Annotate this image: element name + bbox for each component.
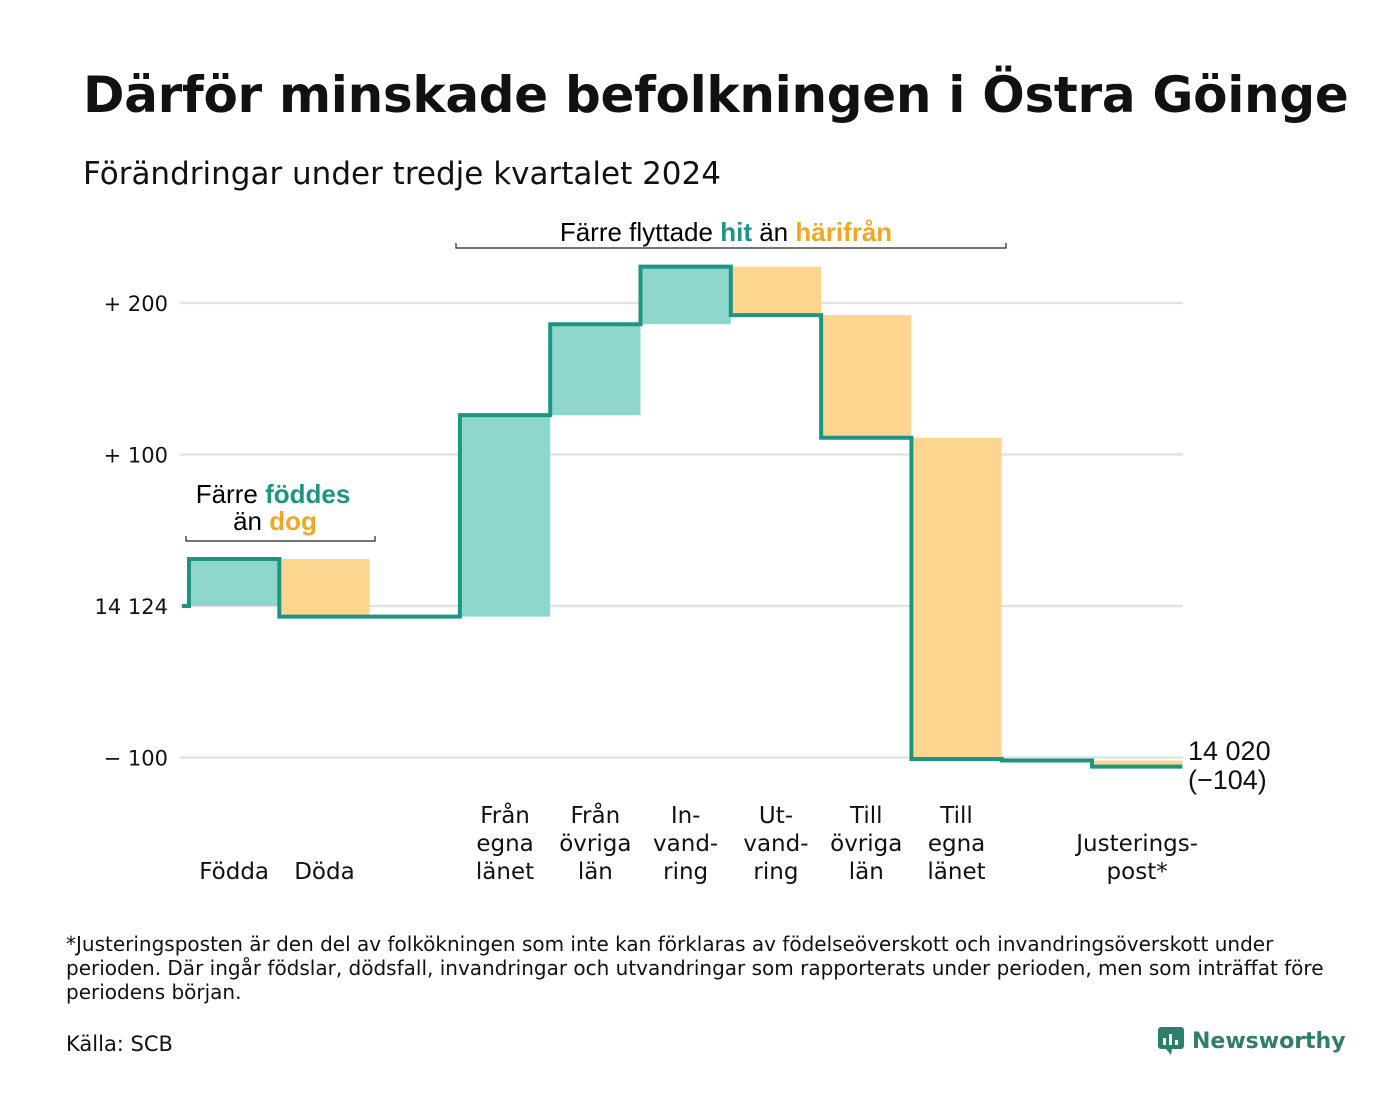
- svg-text:Färre föddes: Färre föddes: [196, 479, 351, 509]
- step-line: [182, 264, 1183, 769]
- waterfall-bar: [550, 324, 641, 416]
- annotation-highlight-born: föddes: [265, 479, 350, 509]
- migration-annotation: Färre flyttade hit än härifrån: [455, 217, 1007, 249]
- category-label: länet: [476, 859, 534, 885]
- category-label: län: [578, 859, 613, 885]
- category-label: egna: [476, 831, 533, 857]
- annotation-highlight-died: dog: [269, 506, 317, 536]
- category-labels: Födda DödaFrånegnalänetFrånövrigalänIn-va…: [199, 801, 1198, 885]
- annotation-prefix: Färre: [196, 479, 258, 509]
- waterfall-bar: [640, 266, 731, 325]
- waterfall-bar: [821, 315, 912, 438]
- category-label: Födda: [199, 859, 269, 885]
- y-tick-label: + 200: [104, 292, 168, 316]
- category-label: vand-: [743, 831, 808, 857]
- category-label: ring: [663, 859, 708, 885]
- waterfall-bar: [911, 437, 1002, 760]
- category-label: Justerings-: [1074, 831, 1198, 857]
- annotation-bracket: [455, 243, 1007, 249]
- end-change-label: (−104): [1188, 765, 1267, 795]
- category-label: ring: [753, 859, 798, 885]
- gridlines: [180, 301, 1183, 759]
- waterfall-bars: [189, 266, 1183, 767]
- svg-text:Färre flyttade hit: Färre flyttade hit än härifrån: [560, 217, 892, 247]
- y-axis-ticks: + 200 + 100 14 124 − 100: [95, 292, 168, 771]
- annotation-bracket: [185, 536, 376, 542]
- annotation-middle: än: [759, 217, 788, 247]
- waterfall-bar: [189, 559, 280, 606]
- category-label: övriga: [830, 831, 902, 857]
- source-label: Källa: SCB: [66, 1032, 173, 1056]
- y-tick-label: + 100: [104, 444, 168, 468]
- annotation-prefix: Färre flyttade: [560, 217, 713, 247]
- category-label: post*: [1107, 859, 1168, 885]
- annotation-middle: än: [233, 506, 262, 536]
- category-label: Ut-: [759, 803, 793, 829]
- category-label: övriga: [559, 831, 631, 857]
- category-label: Döda: [294, 859, 354, 885]
- category-label: Till: [849, 803, 883, 829]
- annotation-highlight-in: hit: [720, 217, 752, 247]
- end-value-label: 14 020: [1188, 736, 1271, 766]
- category-label: länet: [927, 859, 985, 885]
- waterfall-bar: [279, 559, 370, 617]
- y-tick-label: − 100: [104, 747, 168, 771]
- category-label: egna: [928, 831, 985, 857]
- category-label: Till: [939, 803, 973, 829]
- annotation-highlight-out: härifrån: [795, 217, 892, 247]
- category-label: Från: [480, 801, 530, 829]
- births-deaths-annotation: Färre föddes än dog: [185, 479, 376, 542]
- waterfall-bar: [1092, 760, 1183, 767]
- brand-logo: Newsworthy: [1158, 1027, 1346, 1055]
- newsworthy-logo-icon: [1158, 1027, 1184, 1055]
- chart-subtitle: Förändringar under tredje kvartalet 2024: [83, 156, 721, 192]
- footnote: *Justeringsposten är den del av folkökni…: [66, 932, 1324, 1004]
- waterfall-bar: [459, 415, 551, 617]
- svg-text:än dog: än dog: [233, 506, 317, 536]
- waterfall-bar: [730, 266, 822, 316]
- brand-name: Newsworthy: [1192, 1028, 1346, 1054]
- category-label: Från: [571, 801, 621, 829]
- chart-title: Därför minskade befolkningen i Östra Göi…: [83, 66, 1349, 124]
- y-tick-label: 14 124: [95, 595, 168, 619]
- category-label: län: [849, 859, 884, 885]
- category-label: In-: [671, 803, 701, 829]
- category-label: vand-: [653, 831, 718, 857]
